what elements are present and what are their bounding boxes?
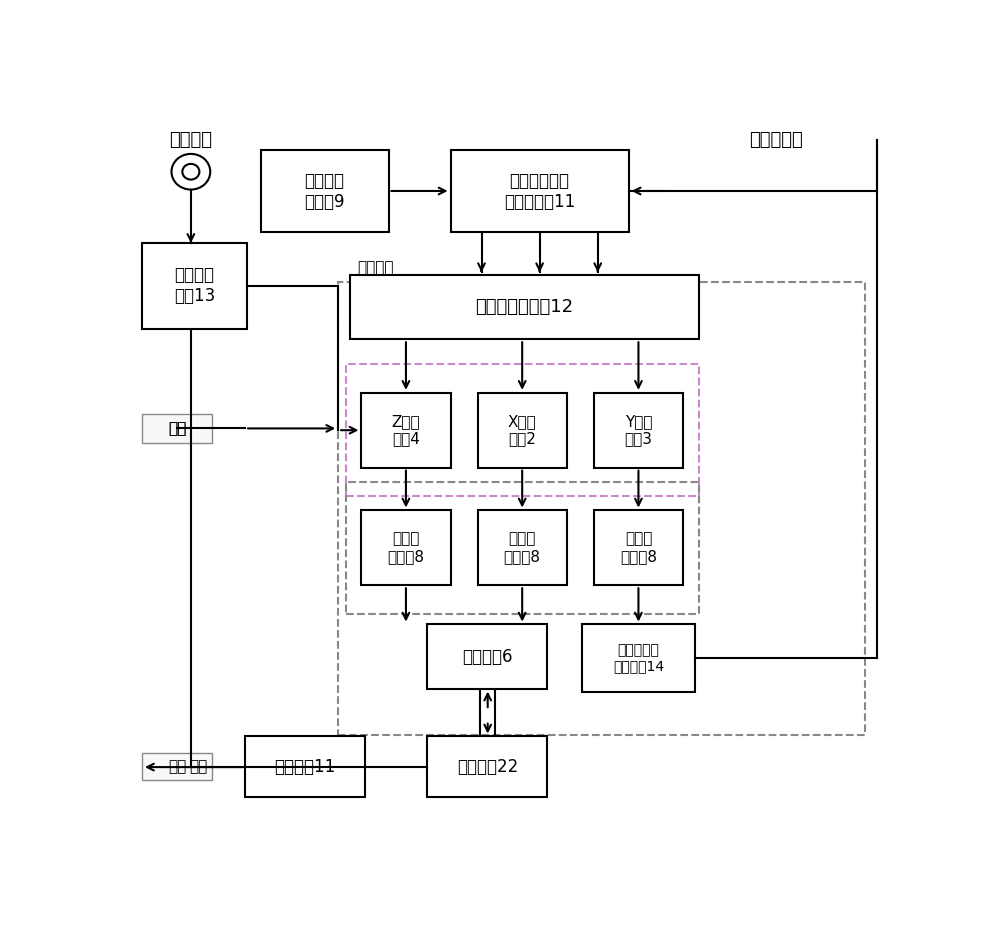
Text: 冷却风机11: 冷却风机11 [275,757,336,776]
Text: 工作台面6: 工作台面6 [462,647,513,666]
Text: X轴振
动台2: X轴振 动台2 [508,414,537,446]
Text: 平面静
压轴承8: 平面静 压轴承8 [504,532,541,564]
Text: 压缩空气: 压缩空气 [169,131,212,149]
Text: 计算机控
制系统9: 计算机控 制系统9 [304,172,345,211]
Text: 平面静
压轴承8: 平面静 压轴承8 [387,532,424,564]
Bar [594,510,683,585]
Bar [142,414,212,443]
Text: Z轴振
动台4: Z轴振 动台4 [392,414,420,446]
Bar [142,243,247,329]
Text: 出气: 出气 [168,759,186,774]
Bar [450,150,629,232]
Bar [478,510,567,585]
Bar [361,510,450,585]
Text: 三轴功率放大器12: 三轴功率放大器12 [475,298,573,316]
Text: 六路同振振动
同步控制器11: 六路同振振动 同步控制器11 [504,172,575,211]
Text: 自动对中
装置13: 自动对中 装置13 [174,267,215,306]
Text: Y轴振
动台3: Y轴振 动台3 [624,414,652,446]
Text: 驱动信号: 驱动信号 [358,260,394,275]
Bar [338,282,865,735]
Bar [594,393,683,468]
Text: 进气: 进气 [168,421,186,436]
Text: 高压油源22: 高压油源22 [457,757,518,776]
Text: 平面静
压轴承8: 平面静 压轴承8 [620,532,657,564]
Bar [350,275,698,339]
Bar [427,736,547,797]
Text: 传感器信号: 传感器信号 [749,131,803,149]
Text: 出气: 出气 [190,759,208,774]
Bar [142,753,212,780]
Bar [346,482,698,614]
Bar [582,624,695,693]
Text: 进气: 进气 [168,421,186,436]
Text: 闭环控制振
动传感器14: 闭环控制振 动传感器14 [613,644,664,673]
Bar [361,393,450,468]
Bar [261,150,388,232]
Bar [245,736,365,797]
Bar [427,624,547,689]
Bar [478,393,567,468]
Bar [346,364,698,496]
